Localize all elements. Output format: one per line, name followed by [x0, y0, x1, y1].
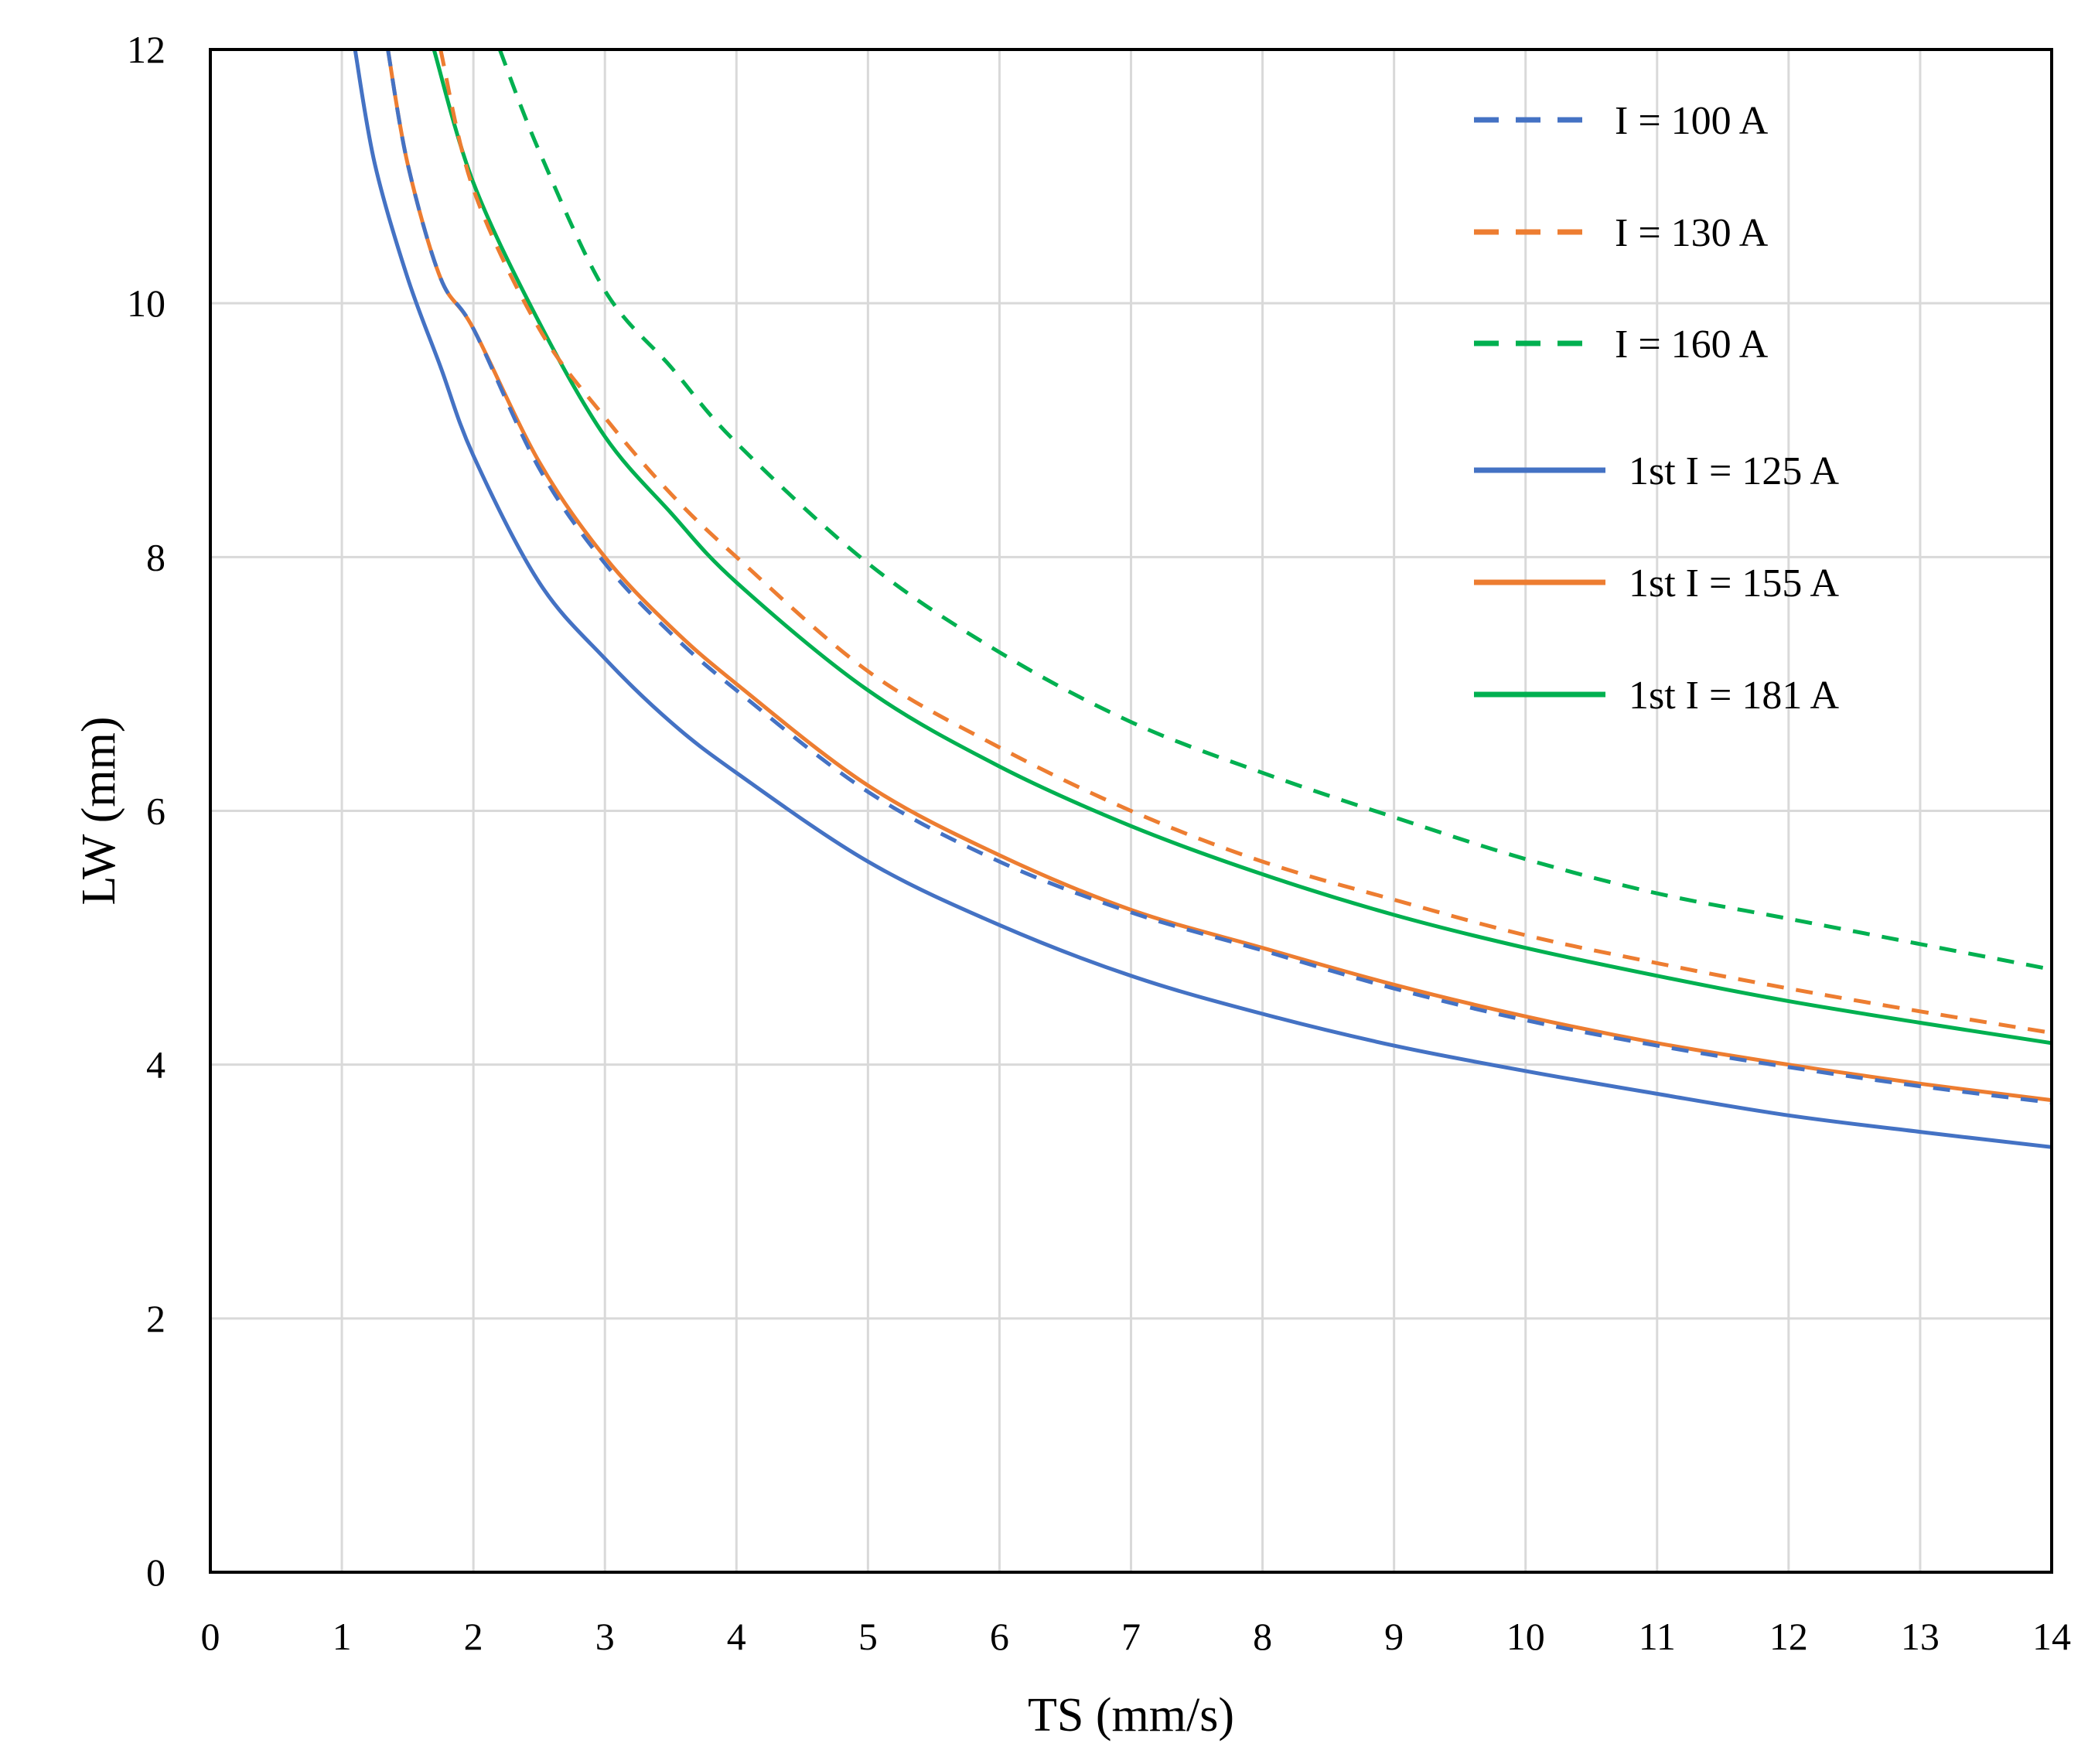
legend-label-3: 1st I = 125 A [1629, 449, 1839, 493]
x-tick-label: 13 [1901, 1615, 1940, 1658]
series-lines [353, 49, 2052, 1149]
x-tick-label: 10 [1506, 1615, 1545, 1658]
x-tick-label: 1 [333, 1615, 352, 1658]
x-tick-label: 14 [2032, 1615, 2071, 1658]
series-line-0 [386, 49, 2052, 1105]
x-tick-label: 0 [201, 1615, 220, 1658]
legend-label-1: I = 130 A [1615, 211, 1769, 255]
x-tick-label: 2 [464, 1615, 483, 1658]
y-tick-label: 10 [127, 281, 165, 325]
plot-frame [209, 48, 2053, 1574]
y-tick-label: 2 [146, 1297, 165, 1340]
x-tick-label: 11 [1639, 1615, 1676, 1658]
legend-label-0: I = 100 A [1615, 99, 1769, 143]
x-tick-label: 9 [1384, 1615, 1404, 1658]
x-tick-label: 7 [1121, 1615, 1141, 1658]
y-tick-label: 0 [146, 1551, 165, 1594]
x-tick-label: 8 [1253, 1615, 1272, 1658]
series-line-5 [432, 49, 2052, 1046]
y-tick-label: 6 [146, 790, 165, 833]
x-tick-label: 4 [727, 1615, 746, 1658]
legend-label-4: 1st I = 155 A [1629, 561, 1839, 606]
series-line-2 [497, 49, 2052, 972]
y-tick-label: 12 [127, 28, 165, 71]
series-line-3 [353, 49, 2052, 1149]
series-line-1 [438, 49, 2052, 1036]
y-tick-labels: 0 2 4 6 8 10 12 [127, 28, 165, 1594]
y-tick-label: 4 [146, 1043, 165, 1087]
x-tick-label: 6 [990, 1615, 1009, 1658]
x-tick-labels: 0 1 2 3 4 5 6 7 8 9 10 11 12 13 14 [201, 1615, 2072, 1658]
legend-label-5: 1st I = 181 A [1629, 674, 1839, 718]
x-tick-label: 5 [858, 1615, 878, 1658]
x-tick-label: 12 [1769, 1615, 1808, 1658]
y-axis-title: LW (mm) [73, 717, 125, 906]
legend-label-2: I = 160 A [1615, 322, 1769, 367]
y-tick-label: 8 [146, 535, 165, 578]
x-tick-label: 3 [595, 1615, 615, 1658]
legend: I = 100 A I = 130 A I = 160 A 1st I = 125 A… [1474, 99, 1839, 718]
x-axis-title: TS (mm/s) [1028, 1689, 1234, 1742]
